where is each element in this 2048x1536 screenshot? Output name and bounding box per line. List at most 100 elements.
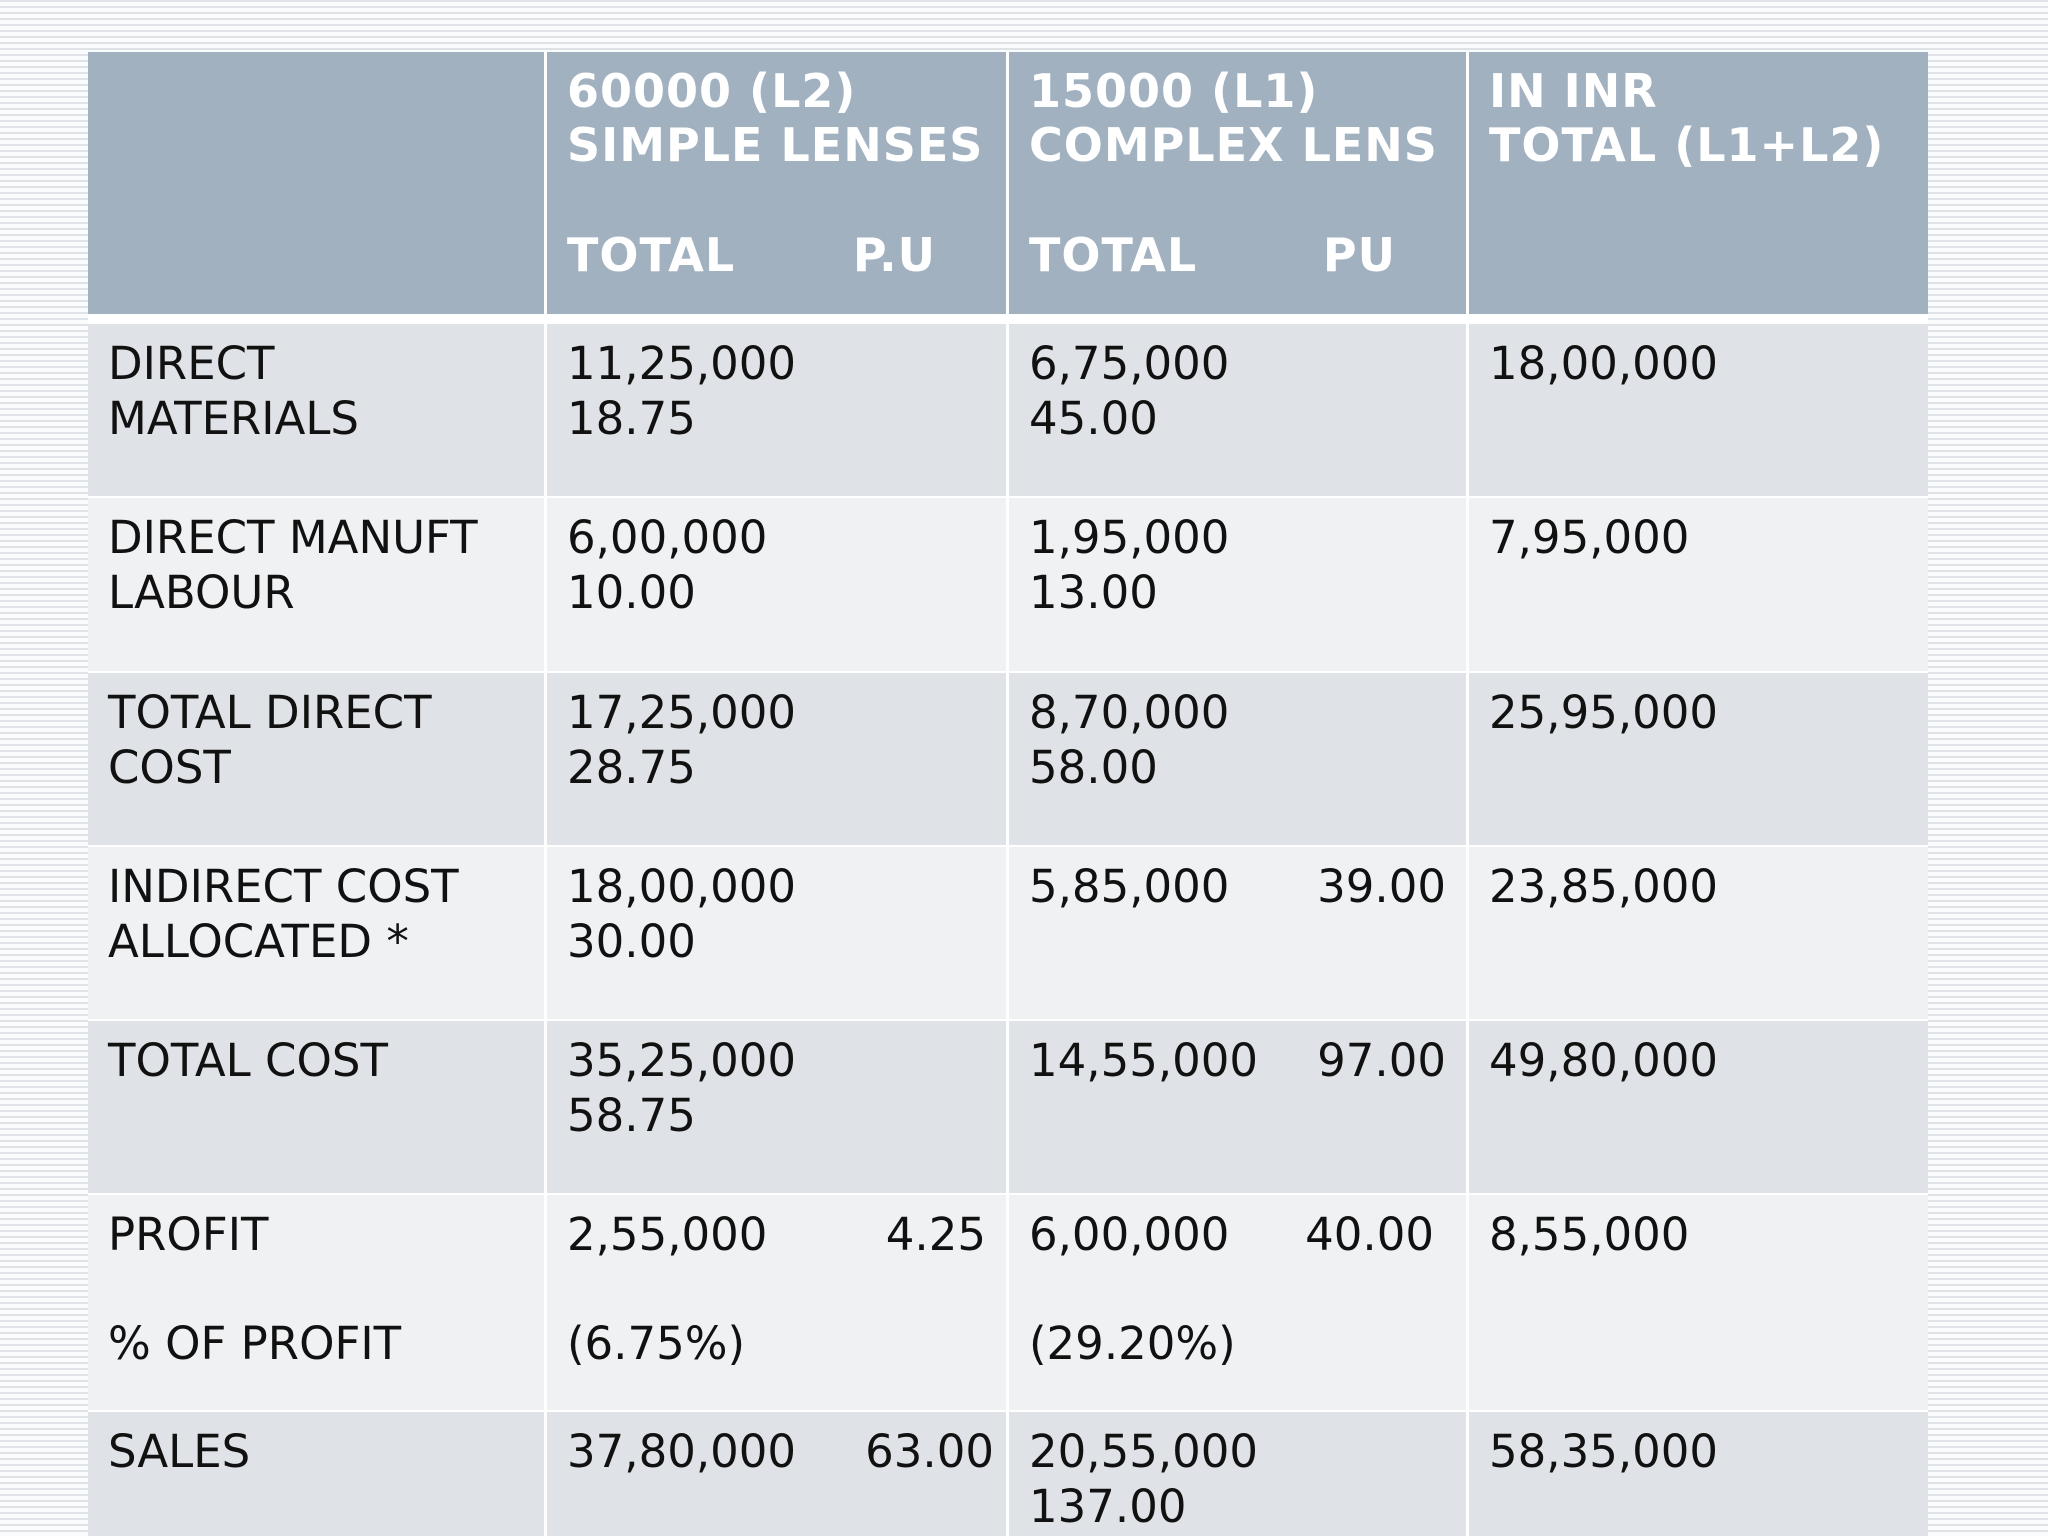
l1-cell: 14,55,000 97.00	[1006, 1019, 1466, 1194]
l1-percent-value: (29.20%)	[1029, 1317, 1236, 1371]
header-l2-quantity: 60000 (L2)	[567, 64, 857, 118]
l2-pu-value: 30.00	[567, 914, 696, 968]
l2-total-value: 6,00,000	[567, 511, 768, 565]
grand-total-value: 7,95,000	[1489, 511, 1690, 565]
row-label-cell: DIRECT MATERIALS	[88, 322, 544, 497]
l2-cell: 35,25,000 58.75	[544, 1019, 1006, 1194]
l1-value-pair: 5,85,000 39.00	[1029, 859, 1446, 914]
l1-pu-value: 45.00	[1029, 392, 1158, 445]
header-complex-lens: 15000 (L1) COMPLEX LENS TOTAL PU	[1006, 52, 1466, 322]
header-l1-quantity: 15000 (L1)	[1029, 64, 1319, 118]
row-label: LABOUR	[108, 566, 295, 620]
grand-total-cell: 58,35,000	[1466, 1410, 1928, 1536]
l1-cell: 6,00,000 40.00 (29.20%)	[1006, 1193, 1466, 1411]
l1-value-pair: 6,00,000 40.00	[1029, 1207, 1446, 1262]
row-label: INDIRECT COST	[108, 859, 459, 913]
l1-total-value: 5,85,000	[1029, 859, 1230, 913]
cost-profit-table: 60000 (L2) SIMPLE LENSES TOTAL P.U 15000…	[88, 52, 1928, 1536]
grand-total-value: 58,35,000	[1489, 1425, 1719, 1479]
row-label-cell: SALES	[88, 1410, 544, 1536]
row-label-cell: INDIRECT COST ALLOCATED *	[88, 844, 544, 1020]
l2-cell: 37,80,000 63.00	[544, 1410, 1006, 1536]
l1-total-value: 6,00,000	[1029, 1208, 1230, 1262]
l1-pu-value: 39.00	[1317, 859, 1446, 913]
l1-total-value: 14,55,000	[1029, 1034, 1259, 1088]
l1-cell: 5,85,000 39.00	[1006, 844, 1466, 1020]
l1-pu-value: 40.00	[1305, 1208, 1434, 1262]
header-total-label: TOTAL (L1+L2)	[1489, 118, 1885, 172]
l2-total-value: 17,25,000	[567, 685, 797, 739]
grand-total-cell: 49,80,000	[1466, 1019, 1928, 1194]
header-l2-pu-label: P.U	[852, 228, 936, 282]
spacer	[567, 1262, 986, 1316]
row-direct-materials: DIRECT MATERIALS 11,25,000 18.75 6,75,00…	[88, 322, 1928, 497]
row-label: DIRECT	[108, 337, 275, 390]
header-l1-total-label: TOTAL	[1029, 228, 1198, 282]
l2-pu-value: 18.75	[567, 392, 696, 445]
l1-total-value: 6,75,000	[1029, 337, 1230, 390]
grand-total-value: 8,55,000	[1489, 1208, 1690, 1262]
grand-total-value: 23,85,000	[1489, 859, 1719, 913]
l2-total-value: 2,55,000	[567, 1208, 768, 1262]
row-label: DIRECT MANUFT	[108, 511, 478, 565]
row-indirect-cost: INDIRECT COST ALLOCATED * 18,00,000 30.0…	[88, 844, 1928, 1020]
l2-pu-value: 4.25	[885, 1208, 986, 1262]
row-label-cell: TOTAL DIRECT COST	[88, 670, 544, 845]
l1-cell: 6,75,000 45.00	[1006, 322, 1466, 497]
row-label: MATERIALS	[108, 392, 359, 445]
row-label: SALES	[108, 1425, 251, 1479]
l2-value-pair: 37,80,000 63.00	[567, 1424, 994, 1479]
row-label-cell: PROFIT % OF PROFIT	[88, 1193, 544, 1411]
l2-cell: 17,25,000 28.75	[544, 670, 1006, 845]
header-blank-cell	[88, 52, 544, 322]
row-label: COST	[108, 740, 231, 794]
row-label-cell: DIRECT MANUFT LABOUR	[88, 496, 544, 671]
l2-cell: 2,55,000 4.25 (6.75%)	[544, 1193, 1006, 1411]
l2-cell: 11,25,000 18.75	[544, 322, 1006, 497]
l1-pu-value: 137.00	[1029, 1480, 1187, 1534]
header-l2-subheads: TOTAL P.U	[567, 228, 986, 282]
header-simple-lenses: 60000 (L2) SIMPLE LENSES TOTAL P.U	[544, 52, 1006, 322]
row-profit: PROFIT % OF PROFIT 2,55,000 4.25 (6.75%)…	[88, 1193, 1928, 1411]
header-currency: IN INR	[1489, 64, 1658, 118]
grand-total-value: 49,80,000	[1489, 1034, 1719, 1088]
l1-total-value: 1,95,000	[1029, 511, 1230, 565]
l2-cell: 18,00,000 30.00	[544, 844, 1006, 1020]
spacer	[108, 1262, 524, 1316]
row-total-direct-cost: TOTAL DIRECT COST 17,25,000 28.75 8,70,0…	[88, 670, 1928, 845]
l2-percent-value: (6.75%)	[567, 1317, 746, 1371]
table-header-row: 60000 (L2) SIMPLE LENSES TOTAL P.U 15000…	[88, 52, 1928, 322]
row-label: % OF PROFIT	[108, 1317, 402, 1371]
header-l1-name: COMPLEX LENS	[1029, 118, 1438, 172]
spacer	[1029, 1262, 1446, 1316]
l2-total-value: 11,25,000	[567, 337, 797, 390]
header-total-inr: IN INR TOTAL (L1+L2)	[1466, 52, 1928, 322]
row-label: TOTAL COST	[108, 1034, 388, 1088]
row-label: TOTAL DIRECT	[108, 685, 432, 739]
grand-total-cell: 23,85,000	[1466, 844, 1928, 1020]
l2-total-value: 37,80,000	[567, 1425, 797, 1479]
grand-total-cell: 18,00,000	[1466, 322, 1928, 497]
l2-pu-value: 28.75	[567, 740, 696, 794]
header-l2-total-label: TOTAL	[567, 228, 736, 282]
l1-value-pair: 14,55,000 97.00	[1029, 1033, 1446, 1088]
l2-value-pair: 2,55,000 4.25	[567, 1207, 986, 1262]
l1-pu-value: 97.00	[1317, 1034, 1446, 1088]
l2-pu-value: 10.00	[567, 566, 696, 620]
l1-total-value: 20,55,000	[1029, 1425, 1259, 1479]
l2-cell: 6,00,000 10.00	[544, 496, 1006, 671]
row-label-cell: TOTAL COST	[88, 1019, 544, 1194]
l1-cell: 8,70,000 58.00	[1006, 670, 1466, 845]
grand-total-value: 25,95,000	[1489, 685, 1719, 739]
l1-cell: 20,55,000 137.00	[1006, 1410, 1466, 1536]
header-l1-pu-label: PU	[1322, 228, 1396, 282]
l2-pu-value: 58.75	[567, 1089, 696, 1143]
l1-pu-value: 13.00	[1029, 566, 1158, 620]
l2-total-value: 18,00,000	[567, 859, 797, 913]
l1-cell: 1,95,000 13.00	[1006, 496, 1466, 671]
l1-total-value: 8,70,000	[1029, 685, 1230, 739]
l2-pu-value: 63.00	[865, 1425, 994, 1479]
l1-pu-value: 58.00	[1029, 740, 1158, 794]
row-direct-labour: DIRECT MANUFT LABOUR 6,00,000 10.00 1,95…	[88, 496, 1928, 671]
row-label: PROFIT	[108, 1208, 269, 1262]
